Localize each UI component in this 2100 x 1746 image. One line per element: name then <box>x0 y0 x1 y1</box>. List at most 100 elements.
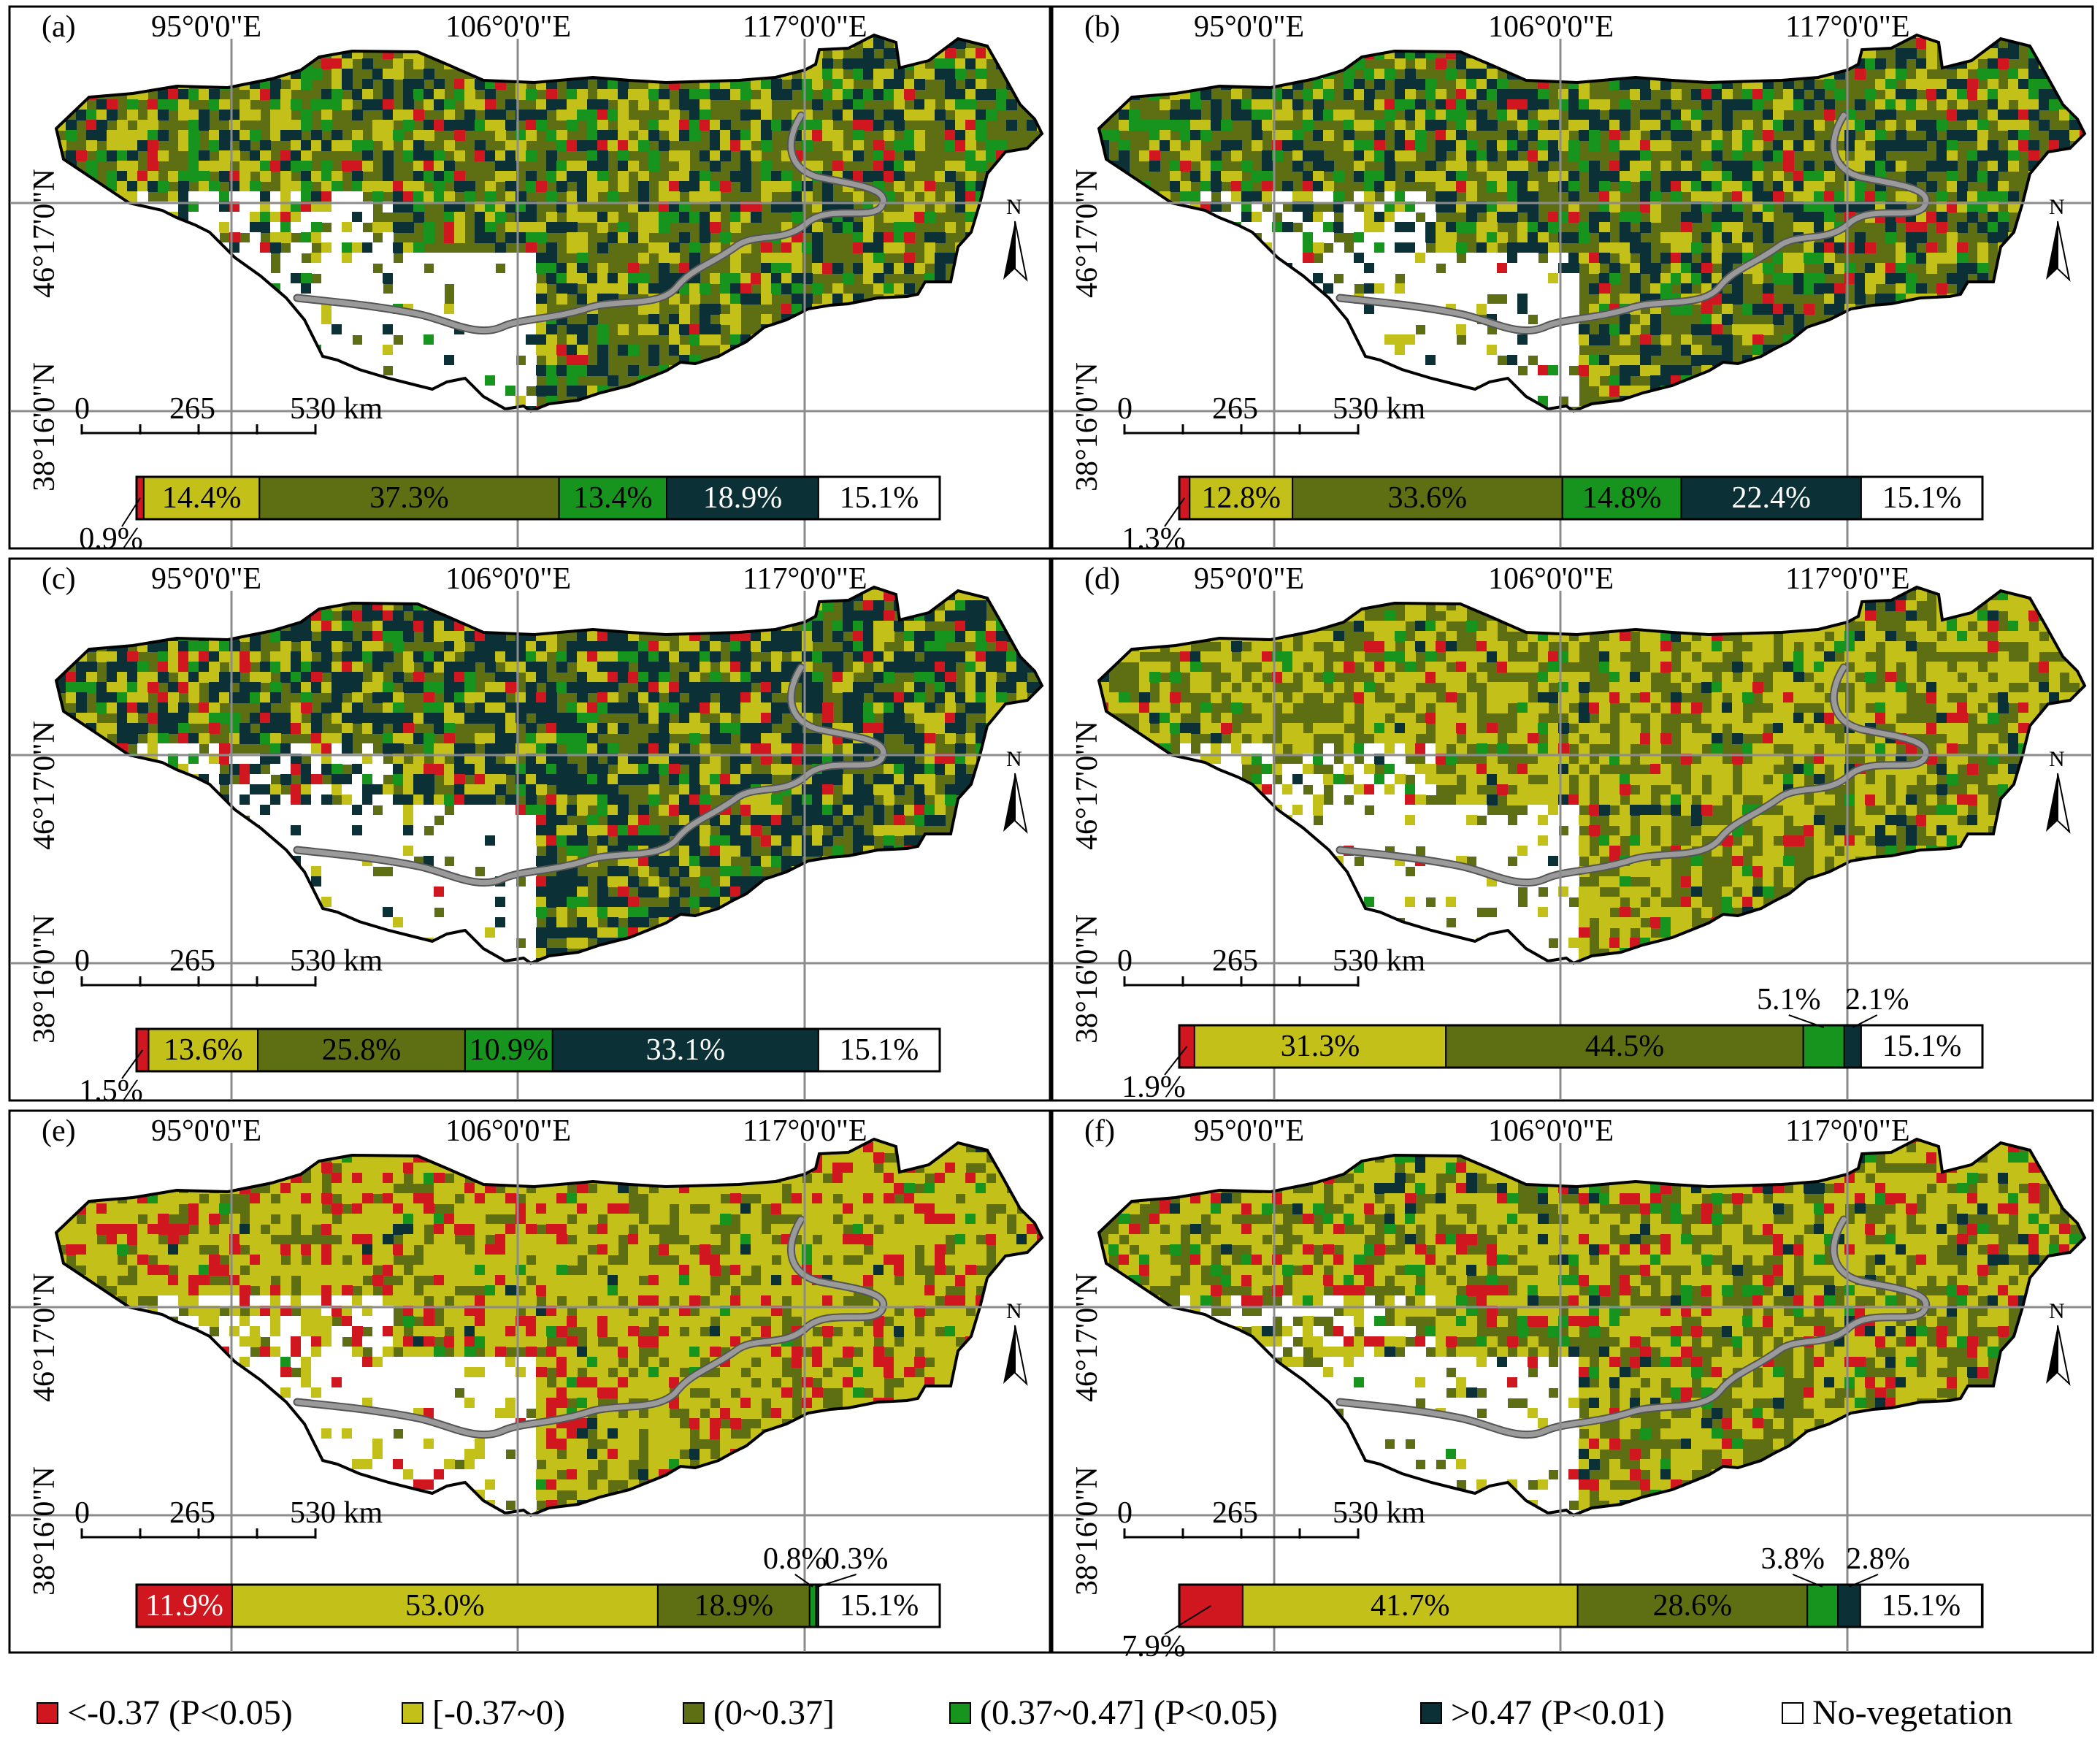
texture-cell <box>434 294 445 305</box>
texture-cell <box>1957 263 1968 274</box>
map-panel-b: (b) 95°0'0"E 106°0'0"E 117°0'0"E46°17'0"N38… <box>1051 5 2094 556</box>
texture-cell <box>873 89 884 100</box>
texture-cell <box>710 212 721 223</box>
texture-cell <box>1936 79 1947 90</box>
texture-cell <box>1466 140 1477 151</box>
texture-cell <box>1333 110 1344 120</box>
texture-cell <box>1415 355 1426 366</box>
texture-cell <box>781 273 792 284</box>
texture-cell <box>250 89 261 100</box>
texture-cell <box>260 89 271 100</box>
texture-cell <box>1476 304 1487 315</box>
texture-cell <box>1528 304 1538 315</box>
texture-cell <box>188 161 199 172</box>
texture-cell <box>1988 150 1999 161</box>
texture-cell <box>924 191 935 202</box>
texture-cell <box>1538 150 1549 161</box>
texture-cell <box>1364 171 1375 182</box>
texture-cell <box>1742 191 1753 202</box>
texture-cell <box>1292 212 1303 223</box>
texture-cell <box>740 181 751 192</box>
texture-cell <box>434 345 445 356</box>
texture-cell <box>863 69 874 80</box>
texture-cell <box>802 130 813 141</box>
texture-cell <box>1384 99 1395 110</box>
texture-cell <box>485 283 496 294</box>
texture-cell <box>393 345 404 356</box>
texture-cell <box>1507 345 1518 356</box>
texture-cell <box>342 283 353 294</box>
texture-cell <box>1701 304 1712 315</box>
texture-cell <box>362 324 373 335</box>
texture-cell <box>1906 79 1917 90</box>
texture-cell <box>1804 273 1814 284</box>
texture-cell <box>342 324 353 335</box>
texture-cell <box>1466 334 1477 345</box>
texture-cell <box>1344 283 1354 294</box>
texture-cell <box>1466 222 1477 233</box>
texture-cell <box>1722 110 1733 120</box>
texture-cell <box>475 120 486 131</box>
texture-cell <box>1814 191 1825 202</box>
texture-cell <box>935 110 946 120</box>
texture-cell <box>1231 212 1242 223</box>
texture-cell <box>475 314 486 325</box>
region-outline <box>54 33 1044 413</box>
texture-cell <box>454 365 465 376</box>
texture-cell <box>1548 375 1559 386</box>
texture-cell <box>1579 355 1590 366</box>
texture-cell <box>1180 130 1191 141</box>
texture-cell <box>86 161 97 172</box>
texture-cell <box>117 181 128 192</box>
texture-cell <box>444 273 455 284</box>
texture-cell <box>393 365 404 376</box>
texture-cell <box>843 89 854 100</box>
texture-cell <box>955 130 966 141</box>
texture-cell <box>710 202 721 212</box>
texture-cell <box>454 212 465 223</box>
texture-cell <box>1885 140 1896 151</box>
texture-cell <box>536 110 547 120</box>
texture-cell <box>434 365 445 376</box>
texture-cell <box>577 365 588 376</box>
texture-cell <box>1947 171 1958 182</box>
texture-cell <box>1752 324 1763 335</box>
texture-cell <box>618 110 629 120</box>
texture-cell <box>1783 253 1794 264</box>
texture-cell <box>556 140 567 151</box>
texture-cell <box>1691 273 1702 284</box>
texture-cell <box>761 140 772 151</box>
texture-cell <box>291 191 302 202</box>
texture-cell <box>1988 212 1999 223</box>
texture-cell <box>260 191 271 202</box>
texture-cell <box>260 171 271 182</box>
texture-cell <box>669 150 680 161</box>
texture-cell <box>546 150 557 161</box>
texture-cell <box>464 334 475 345</box>
texture-cell <box>1313 110 1324 120</box>
texture-cell <box>577 171 588 182</box>
texture-cell <box>597 334 608 345</box>
texture-cell <box>1579 324 1590 335</box>
texture-cell <box>536 283 547 294</box>
texture-cell <box>1844 130 1855 141</box>
texture-cell <box>700 191 710 202</box>
texture-cell <box>127 181 138 192</box>
texture-cell <box>209 99 220 110</box>
texture-cell <box>1149 130 1160 141</box>
texture-cell <box>1241 99 1252 110</box>
texture-cell <box>505 150 516 161</box>
texture-cell <box>1446 181 1457 192</box>
texture-cell <box>1374 314 1385 325</box>
texture-cell <box>1691 345 1702 356</box>
texture-cell <box>495 334 506 345</box>
texture-cell <box>1885 232 1896 243</box>
texture-cell <box>1323 79 1334 90</box>
texture-cell <box>1742 171 1753 182</box>
texture-cell <box>1374 324 1385 335</box>
texture-cell <box>628 161 639 172</box>
texture-cell <box>730 324 741 335</box>
texture-cell <box>526 232 537 243</box>
texture-cell <box>1752 161 1763 172</box>
texture-cell <box>424 89 434 100</box>
